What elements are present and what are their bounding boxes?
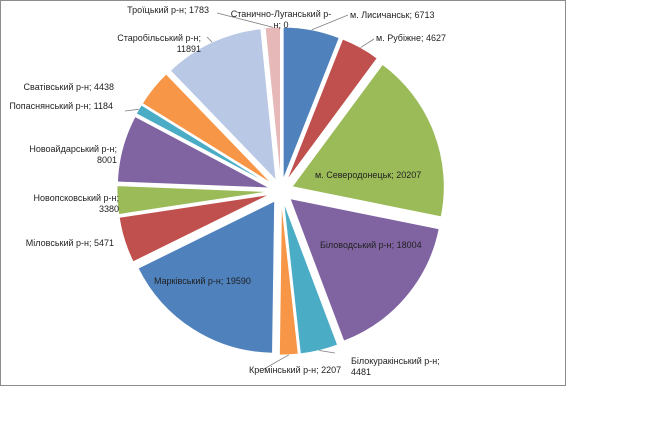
data-label: Троїцький р-н; 1783 bbox=[127, 5, 209, 15]
data-label-line: Біловодський р-н; 18004 bbox=[320, 240, 422, 250]
data-label-line: Білокуракінський р-н; bbox=[351, 356, 440, 366]
pie-slice bbox=[135, 104, 271, 186]
data-label: Старобільський р-н; 11891 bbox=[117, 33, 201, 54]
data-label-line: м. Лисичанськ; 6713 bbox=[350, 10, 434, 20]
leader-line bbox=[124, 108, 139, 112]
pie-slice bbox=[141, 73, 272, 184]
data-label-line: Станично-Луганський р- bbox=[231, 9, 331, 19]
pie-slice bbox=[137, 200, 275, 354]
data-label: м. Рубіжне; 4627 bbox=[376, 33, 446, 43]
pie-slice bbox=[116, 185, 270, 215]
data-label: Станично-Луганський р-н; 0 bbox=[231, 9, 331, 30]
data-label: м. Лисичанськ; 6713 bbox=[350, 10, 434, 20]
data-label-line: Кремінський р-н; 2207 bbox=[249, 365, 341, 375]
data-label: Білокуракінський р-н; 4481 bbox=[351, 356, 440, 377]
data-label-line: Новоайдарський р-н; bbox=[29, 144, 117, 154]
data-label-line: 11891 bbox=[177, 44, 201, 54]
data-label: Попаснянський р-н; 1184 bbox=[9, 101, 113, 111]
pie-slice bbox=[118, 194, 270, 263]
data-label-line: Попаснянський р-н; 1184 bbox=[9, 101, 113, 111]
pie-slice bbox=[279, 202, 299, 356]
pie-slice bbox=[169, 28, 277, 182]
leader-line bbox=[360, 38, 375, 48]
pie-slice bbox=[289, 198, 440, 342]
data-label-line: н; 0 bbox=[274, 20, 289, 30]
data-label-line: Новопсковський р-н; bbox=[34, 193, 119, 203]
leader-line bbox=[263, 354, 290, 370]
data-label-line: Старобільський р-н; bbox=[117, 33, 201, 43]
data-label-line: 3380 bbox=[99, 204, 119, 214]
data-label-line: м. Рубіжне; 4627 bbox=[376, 33, 446, 43]
data-label-line: Марківський р-н; 19590 bbox=[154, 276, 251, 286]
data-label-line: Міловський р-н; 5471 bbox=[26, 238, 114, 248]
data-label: Марківський р-н; 19590 bbox=[154, 276, 251, 286]
data-label: Міловський р-н; 5471 bbox=[26, 238, 114, 248]
data-label-line: м. Северодонецьк; 20207 bbox=[315, 170, 421, 180]
chart-area: м. Лисичанськ; 6713 м. Рубіжне; 4627 м. Се… bbox=[0, 0, 566, 386]
data-label-line: 8001 bbox=[97, 155, 117, 165]
data-label-line: 4481 bbox=[351, 367, 371, 377]
pie-slice bbox=[291, 63, 445, 218]
pie-slice bbox=[117, 116, 270, 189]
data-label: Біловодський р-н; 18004 bbox=[320, 240, 422, 250]
data-label: Новоайдарський р-н; 8001 bbox=[29, 144, 117, 165]
leader-line bbox=[206, 36, 213, 43]
pie-chart: м. Лисичанськ; 6713 м. Рубіжне; 4627 м. Се… bbox=[9, 5, 446, 377]
data-label: Новопсковський р-н; 3380 bbox=[34, 193, 119, 214]
leader-line bbox=[216, 12, 273, 28]
data-label-line: Троїцький р-н; 1783 bbox=[127, 5, 209, 15]
data-label: Сватівський р-н; 4438 bbox=[24, 82, 114, 92]
leader-line bbox=[319, 350, 336, 354]
data-label-line: Сватівський р-н; 4438 bbox=[24, 82, 114, 92]
data-label: м. Северодонецьк; 20207 bbox=[315, 170, 421, 180]
leader-line bbox=[311, 14, 349, 31]
data-label: Кремінський р-н; 2207 bbox=[249, 365, 341, 375]
